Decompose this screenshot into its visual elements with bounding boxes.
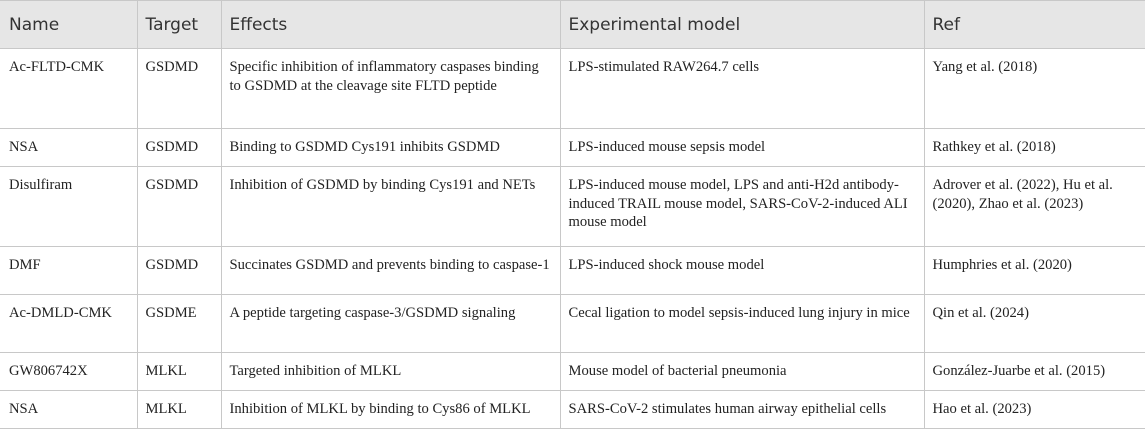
cell-effects: Inhibition of MLKL by binding to Cys86 o… xyxy=(220,390,560,429)
cell-target: GSDMD xyxy=(136,128,221,167)
cell-model: Cecal ligation to model sepsis-induced l… xyxy=(559,294,924,353)
cell-name: Ac-FLTD-CMK xyxy=(0,48,137,129)
cell-ref: Adrover et al. (2022), Hu et al. (2020),… xyxy=(923,166,1145,247)
table-row: DMF GSDMD Succinates GSDMD and prevents … xyxy=(0,246,1145,295)
table-row: Disulfiram GSDMD Inhibition of GSDMD by … xyxy=(0,166,1145,247)
cell-model: LPS-stimulated RAW264.7 cells xyxy=(559,48,924,129)
cell-ref: Hao et al. (2023) xyxy=(923,390,1145,429)
cell-target: MLKL xyxy=(136,352,221,391)
header-effects: Effects xyxy=(220,0,560,49)
cell-model: LPS-induced mouse sepsis model xyxy=(559,128,924,167)
cell-ref: Qin et al. (2024) xyxy=(923,294,1145,353)
cell-model: Mouse model of bacterial pneumonia xyxy=(559,352,924,391)
cell-target: MLKL xyxy=(136,390,221,429)
cell-effects: Specific inhibition of inflammatory casp… xyxy=(220,48,560,129)
cell-target: GSDMD xyxy=(136,246,221,295)
header-experimental-model: Experimental model xyxy=(559,0,924,49)
cell-ref: Yang et al. (2018) xyxy=(923,48,1145,129)
table-row: Ac-DMLD-CMK GSDME A peptide targeting ca… xyxy=(0,294,1145,353)
cell-model: LPS-induced mouse model, LPS and anti-H2… xyxy=(559,166,924,247)
cell-effects: Targeted inhibition of MLKL xyxy=(220,352,560,391)
header-target: Target xyxy=(136,0,221,49)
cell-effects: Inhibition of GSDMD by binding Cys191 an… xyxy=(220,166,560,247)
cell-model: SARS-CoV-2 stimulates human airway epith… xyxy=(559,390,924,429)
cell-name: Ac-DMLD-CMK xyxy=(0,294,137,353)
header-ref: Ref xyxy=(923,0,1145,49)
cell-effects: Succinates GSDMD and prevents binding to… xyxy=(220,246,560,295)
cell-name: GW806742X xyxy=(0,352,137,391)
table-row: GW806742X MLKL Targeted inhibition of ML… xyxy=(0,352,1145,391)
table-row: Ac-FLTD-CMK GSDMD Specific inhibition of… xyxy=(0,48,1145,129)
cell-name: DMF xyxy=(0,246,137,295)
cell-target: GSDMD xyxy=(136,48,221,129)
cell-ref: González-Juarbe et al. (2015) xyxy=(923,352,1145,391)
cell-model: LPS-induced shock mouse model xyxy=(559,246,924,295)
cell-ref: Humphries et al. (2020) xyxy=(923,246,1145,295)
cell-target: GSDME xyxy=(136,294,221,353)
table-row: NSA GSDMD Binding to GSDMD Cys191 inhibi… xyxy=(0,128,1145,167)
cell-ref: Rathkey et al. (2018) xyxy=(923,128,1145,167)
cell-name: NSA xyxy=(0,390,137,429)
header-row: Name Target Effects Experimental model R… xyxy=(0,0,1145,49)
inhibitor-table: Name Target Effects Experimental model R… xyxy=(0,0,1145,429)
cell-target: GSDMD xyxy=(136,166,221,247)
cell-effects: Binding to GSDMD Cys191 inhibits GSDMD xyxy=(220,128,560,167)
cell-name: Disulfiram xyxy=(0,166,137,247)
table-row: NSA MLKL Inhibition of MLKL by binding t… xyxy=(0,390,1145,429)
header-name: Name xyxy=(0,0,137,49)
cell-name: NSA xyxy=(0,128,137,167)
cell-effects: A peptide targeting caspase-3/GSDMD sign… xyxy=(220,294,560,353)
